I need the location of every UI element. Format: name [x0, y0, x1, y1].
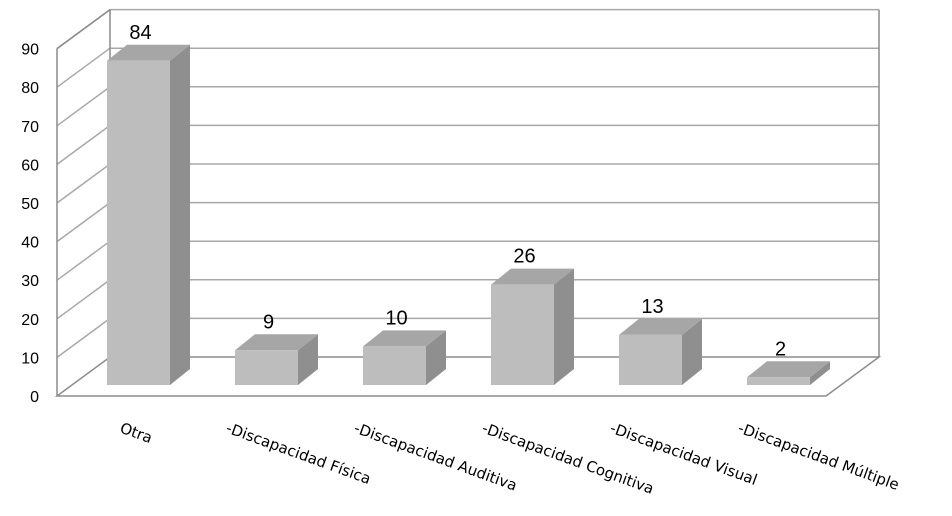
- category-labels: Otra -Discapacidad Física-Discapacidad Au…: [118, 419, 902, 498]
- bar-top: [363, 330, 446, 347]
- x-tick-label: -Discapacidad Múltiple: [736, 419, 902, 494]
- data-label: 84: [129, 22, 151, 44]
- bar-top: [491, 268, 574, 285]
- bar-front: [235, 350, 298, 385]
- bar: [747, 361, 830, 385]
- bar: [491, 268, 574, 385]
- y-tick-label: 20: [21, 312, 39, 329]
- bar: [235, 334, 318, 385]
- bar-front: [107, 60, 170, 385]
- bars: [107, 44, 830, 385]
- bar-front: [619, 334, 682, 385]
- y-tick-label: 10: [21, 350, 39, 367]
- bar-side: [170, 44, 190, 385]
- bar: [363, 330, 446, 385]
- bar-side: [426, 330, 446, 385]
- y-tick-label: 60: [21, 157, 39, 174]
- bar: [107, 44, 190, 385]
- bar-side: [298, 334, 318, 385]
- data-label: 9: [263, 311, 274, 333]
- y-tick-label: 40: [21, 235, 39, 252]
- y-tick-label: 50: [21, 196, 39, 213]
- gridline: [56, 8, 879, 50]
- bar-top: [747, 361, 830, 378]
- bar-front: [363, 346, 426, 385]
- data-label: 13: [641, 296, 663, 318]
- y-tick-label: 30: [21, 273, 39, 290]
- bar-top: [619, 318, 702, 335]
- data-label: 10: [385, 307, 407, 329]
- bar-top: [235, 334, 318, 351]
- bar-front: [491, 284, 554, 385]
- bar-side: [554, 268, 574, 385]
- bar-side: [810, 361, 830, 385]
- left-wall-top-edge: [56, 8, 111, 50]
- bar: [619, 318, 702, 385]
- bar-front: [747, 377, 810, 385]
- x-tick-label: Otra: [118, 419, 155, 447]
- data-labels: 84 9 10 26 13 2: [129, 22, 786, 361]
- y-tick-label: 70: [21, 119, 39, 136]
- bar-top: [107, 44, 190, 61]
- x-tick-label: -Discapacidad Física: [224, 419, 374, 488]
- y-axis-ticks: 0 10 20 30 40 50 60 70 80 90: [21, 42, 39, 406]
- data-label: 2: [775, 338, 786, 360]
- data-label: 26: [513, 246, 535, 268]
- y-tick-label: 80: [21, 80, 39, 97]
- y-tick-label: 0: [30, 389, 39, 406]
- bar-side: [682, 318, 702, 385]
- y-tick-label: 90: [21, 42, 39, 59]
